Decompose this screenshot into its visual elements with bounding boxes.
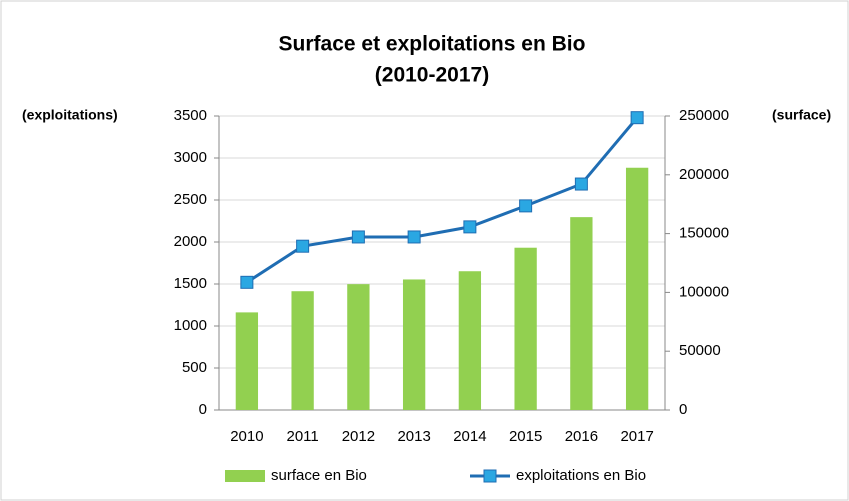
bar [570, 217, 593, 410]
y-axis-title: (exploitations) [22, 107, 118, 123]
x-tick-label: 2012 [342, 428, 375, 445]
x-tick-label: 2014 [453, 428, 486, 445]
y-tick-label: 3000 [174, 149, 207, 166]
y-tick-label: 500 [182, 359, 207, 376]
marker [240, 275, 254, 289]
x-tick-label: 2016 [565, 428, 598, 445]
bar [347, 284, 370, 410]
marker [351, 230, 365, 244]
bar [291, 291, 314, 410]
bar [235, 312, 259, 410]
y-tick-label: 2500 [174, 191, 207, 208]
legend-marker [483, 469, 497, 483]
marker [630, 111, 644, 125]
chart-title: Surface et exploitations en Bio [279, 33, 586, 56]
bar [514, 247, 537, 410]
marker [519, 199, 533, 213]
y-tick-label: 0 [199, 401, 207, 418]
y-tick-label: 3500 [174, 107, 207, 124]
marker [296, 239, 310, 253]
legend-label: exploitations en Bio [516, 467, 646, 484]
line [246, 116, 639, 284]
x-tick-label: 2011 [286, 428, 318, 445]
y2-tick-label: 100000 [679, 283, 729, 300]
y2-tick-label: 200000 [679, 166, 729, 183]
x-tick-label: 2017 [620, 428, 653, 445]
legend-swatch [225, 470, 265, 482]
y2-tick-label: 50000 [679, 342, 721, 359]
y-tick-label: 1500 [174, 275, 207, 292]
x-tick-label: 2015 [509, 428, 542, 445]
y2-tick-label: 150000 [679, 225, 729, 242]
bar [625, 167, 649, 410]
marker [463, 220, 477, 234]
y2-tick-label: 0 [679, 401, 687, 418]
bar [402, 279, 426, 410]
y-tick-label: 2000 [174, 233, 207, 250]
legend-label: surface en Bio [271, 467, 367, 484]
marker [407, 230, 421, 244]
x-tick-label: 2013 [397, 428, 430, 445]
bar [458, 271, 482, 410]
marker [574, 177, 588, 191]
x-tick-label: 2010 [230, 428, 263, 445]
chart-subtitle: (2010-2017) [375, 64, 489, 87]
y2-axis-title: (surface) [772, 107, 831, 123]
y2-tick-label: 250000 [679, 107, 729, 124]
y-tick-label: 1000 [174, 317, 207, 334]
